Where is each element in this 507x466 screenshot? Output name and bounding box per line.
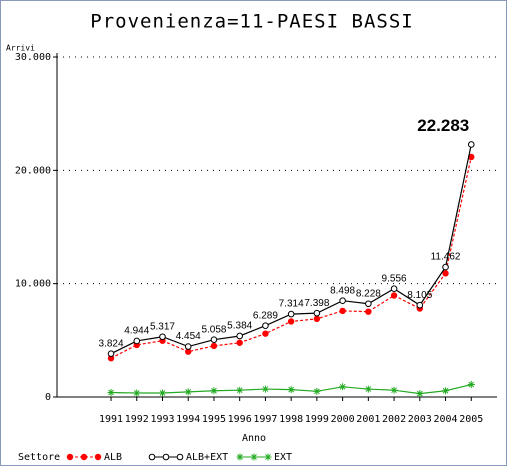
legend-marker <box>250 453 258 461</box>
point <box>339 383 347 391</box>
point <box>442 263 449 271</box>
point <box>185 348 192 355</box>
legend-marker <box>236 453 244 461</box>
data-label: 22.283 <box>417 116 469 135</box>
y-tick-label: 30.000 <box>15 52 51 63</box>
data-label: 8.498 <box>330 285 355 296</box>
point <box>442 387 450 395</box>
point <box>210 387 218 395</box>
x-tick-label: 1994 <box>176 414 200 425</box>
data-label: 8.228 <box>356 288 381 299</box>
point <box>390 285 398 292</box>
point <box>184 388 192 396</box>
point <box>467 381 475 389</box>
data-label: 5.384 <box>227 321 252 332</box>
y-tick-label: 20.000 <box>15 165 51 176</box>
point <box>236 386 244 394</box>
x-tick-label: 2002 <box>382 414 406 425</box>
legend-title: Settore <box>18 452 60 463</box>
x-tick-label: 1991 <box>99 414 123 425</box>
point <box>313 387 321 395</box>
x-tick-label: 2003 <box>408 414 432 425</box>
y-tick-label: 0 <box>45 392 51 403</box>
point <box>107 388 115 396</box>
data-label: 5.058 <box>201 324 226 335</box>
point <box>390 386 398 394</box>
point <box>468 153 475 161</box>
data-label: 4.944 <box>124 326 149 337</box>
x-axis-label: Anno <box>242 433 266 444</box>
x-tick-label: 2004 <box>433 414 457 425</box>
data-label: 9.556 <box>382 273 407 284</box>
legend-marker <box>66 453 74 461</box>
y-axis-label: Arrivi <box>6 44 35 53</box>
point <box>313 309 321 317</box>
x-tick-label: 1993 <box>150 414 174 425</box>
x-tick-label: 1997 <box>253 414 277 425</box>
point <box>236 332 243 340</box>
point <box>442 270 449 277</box>
legend-marker <box>148 453 156 461</box>
point <box>313 315 321 323</box>
x-tick-label: 2000 <box>331 414 355 425</box>
data-label: 7.314 <box>279 299 304 310</box>
y-tick-label: 10.000 <box>15 279 51 290</box>
point <box>236 339 243 346</box>
point <box>159 333 166 341</box>
point <box>390 292 398 299</box>
point <box>339 297 346 304</box>
legend-label: ALB <box>104 452 122 463</box>
point <box>158 389 166 397</box>
legend-marker <box>80 453 88 461</box>
chart-title: Provenienza=11-PAESI BASSI <box>90 11 413 33</box>
point <box>287 318 295 325</box>
legend-label: EXT <box>274 452 292 463</box>
data-label: 3.824 <box>99 338 124 349</box>
data-label: 11.462 <box>431 252 461 263</box>
point <box>133 389 141 397</box>
x-tick-label: 1999 <box>305 414 329 425</box>
point <box>365 308 372 315</box>
x-tick-label: 2005 <box>459 414 483 425</box>
point <box>287 310 295 318</box>
point <box>467 141 475 148</box>
point <box>339 307 346 315</box>
x-tick-label: 1996 <box>228 414 252 425</box>
point <box>133 337 141 345</box>
point <box>262 330 269 337</box>
data-label: 7.398 <box>304 298 329 309</box>
legend-marker <box>162 453 170 461</box>
point <box>262 322 269 330</box>
point <box>210 336 218 343</box>
point <box>184 343 192 350</box>
legend-label: ALB+EXT <box>186 452 228 463</box>
data-label: 5.317 <box>150 321 175 332</box>
point <box>107 354 115 362</box>
x-tick-label: 1992 <box>125 414 149 425</box>
data-label: 6.289 <box>253 310 278 321</box>
point <box>364 385 372 393</box>
point <box>416 390 424 398</box>
point <box>261 385 269 393</box>
legend-marker <box>176 453 184 461</box>
x-tick-label: 1998 <box>279 414 303 425</box>
legend-marker <box>94 453 102 461</box>
point <box>287 386 295 394</box>
data-label: 4.454 <box>176 331 201 342</box>
x-tick-label: 2001 <box>356 414 380 425</box>
legend-marker <box>264 453 272 461</box>
data-label: 8.105 <box>407 290 432 301</box>
point <box>107 350 115 357</box>
point <box>365 300 372 308</box>
point <box>416 301 424 309</box>
x-tick-label: 1995 <box>202 414 226 425</box>
point <box>210 342 218 350</box>
